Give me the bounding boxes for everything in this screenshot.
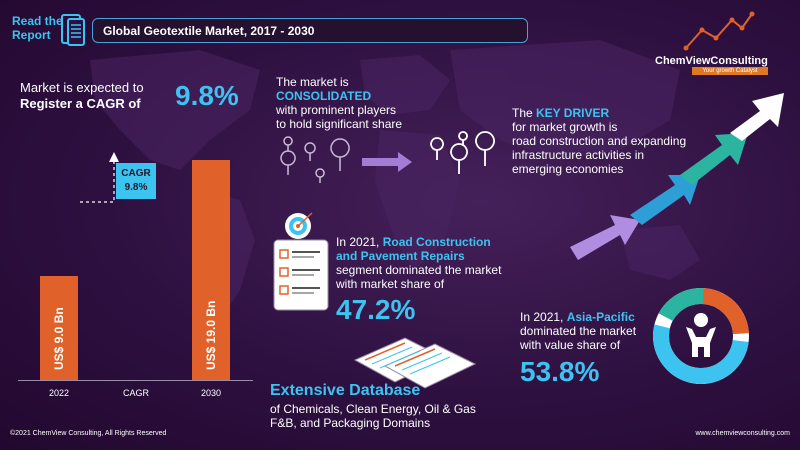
document-icon[interactable] — [60, 13, 86, 47]
asia-line3: with value share of — [520, 338, 621, 352]
read-report-line2: Report — [12, 28, 51, 42]
copyright-text: ©2021 ChemView Consulting, All Rights Re… — [10, 430, 167, 437]
cagr-tag-label: CAGR — [121, 168, 151, 179]
read-report-line1: Read the — [12, 14, 63, 28]
logo-tagline: Your growth Catalyst — [692, 67, 768, 75]
page-title: Global Geotextile Market, 2017 - 2030 — [103, 24, 315, 38]
chart-axis-line — [18, 380, 253, 381]
asia-prefix: In 2021, — [520, 310, 567, 324]
road-line2: and Pavement Repairs — [336, 249, 465, 263]
key-driver-highlight: KEY DRIVER — [536, 106, 610, 120]
consolidated-line4: to hold significant share — [276, 117, 403, 131]
database-sheets-icon — [353, 337, 477, 389]
cagr-tag-value: 9.8% — [124, 182, 148, 193]
person-icon — [686, 313, 716, 357]
asia-line1: In 2021, Asia-Pacific — [520, 310, 635, 324]
road-line1: In 2021, Road Construction — [336, 235, 491, 249]
key-driver-line1: The KEY DRIVER — [512, 106, 609, 120]
cagr-intro-line2: Register a CAGR of — [20, 96, 141, 111]
database-line2: of Chemicals, Clean Energy, Oil & Gas — [270, 402, 476, 416]
checklist-target-icon — [273, 212, 329, 311]
donut-segment-blue — [653, 288, 749, 384]
database-line3: F&B, and Packaging Domains — [270, 416, 431, 430]
key-driver-line2: for market growth is — [512, 120, 618, 134]
bar-value-label-2022: US$ 9.0 Bn — [52, 307, 66, 370]
axis-label-2030: 2030 — [200, 388, 222, 398]
road-line4: with market share of — [336, 277, 445, 291]
consolidated-highlight: CONSOLIDATED — [276, 89, 372, 103]
growth-arrows-graphic — [570, 93, 784, 260]
cagr-value: 9.8% — [175, 80, 239, 111]
key-driver-line5: emerging economies — [512, 162, 624, 176]
donut-segment-teal — [653, 288, 749, 384]
road-share-value: 47.2% — [336, 294, 416, 325]
road-line3: segment dominated the market — [336, 263, 502, 277]
consolidated-line3: with prominent players — [276, 103, 397, 117]
key-driver-line4: infrastructure activities in — [512, 148, 645, 162]
key-driver-prefix: The — [512, 106, 537, 120]
consolidated-line1: The market is — [276, 75, 349, 89]
road-highlight: Road Construction — [382, 235, 491, 249]
axis-label-cagr: CAGR — [122, 388, 149, 398]
bar-value-label-2030: US$ 19.0 Bn — [204, 300, 218, 370]
logo-chart-icon — [683, 11, 755, 51]
road-prefix: In 2021, — [336, 235, 383, 249]
clustered-pins-icon — [430, 131, 495, 175]
bar-2022 — [40, 276, 78, 380]
bar-2030 — [192, 160, 230, 380]
website-link[interactable]: www.chemviewconsulting.com — [695, 430, 790, 437]
asia-line2: dominated the market — [520, 324, 637, 338]
asia-highlight: Asia-Pacific — [566, 310, 635, 324]
read-the-report-link[interactable]: Read the Report — [12, 14, 63, 42]
asia-share-donut — [653, 288, 749, 384]
axis-label-2022: 2022 — [48, 388, 70, 398]
cagr-growth-arrow — [80, 152, 119, 203]
key-driver-line3: road construction and expanding — [512, 134, 687, 148]
cagr-intro: Market is expected to — [20, 80, 144, 95]
title-bar: Global Geotextile Market, 2017 - 2030 — [92, 18, 528, 43]
asia-share-value: 53.8% — [520, 356, 600, 387]
scattered-pins-icon — [280, 136, 350, 184]
database-title: Extensive Database — [270, 382, 421, 399]
cagr-tag: CAGR 9.8% — [116, 163, 156, 199]
logo-name: ChemViewConsulting — [655, 55, 768, 67]
arrow-right-icon — [362, 152, 412, 172]
